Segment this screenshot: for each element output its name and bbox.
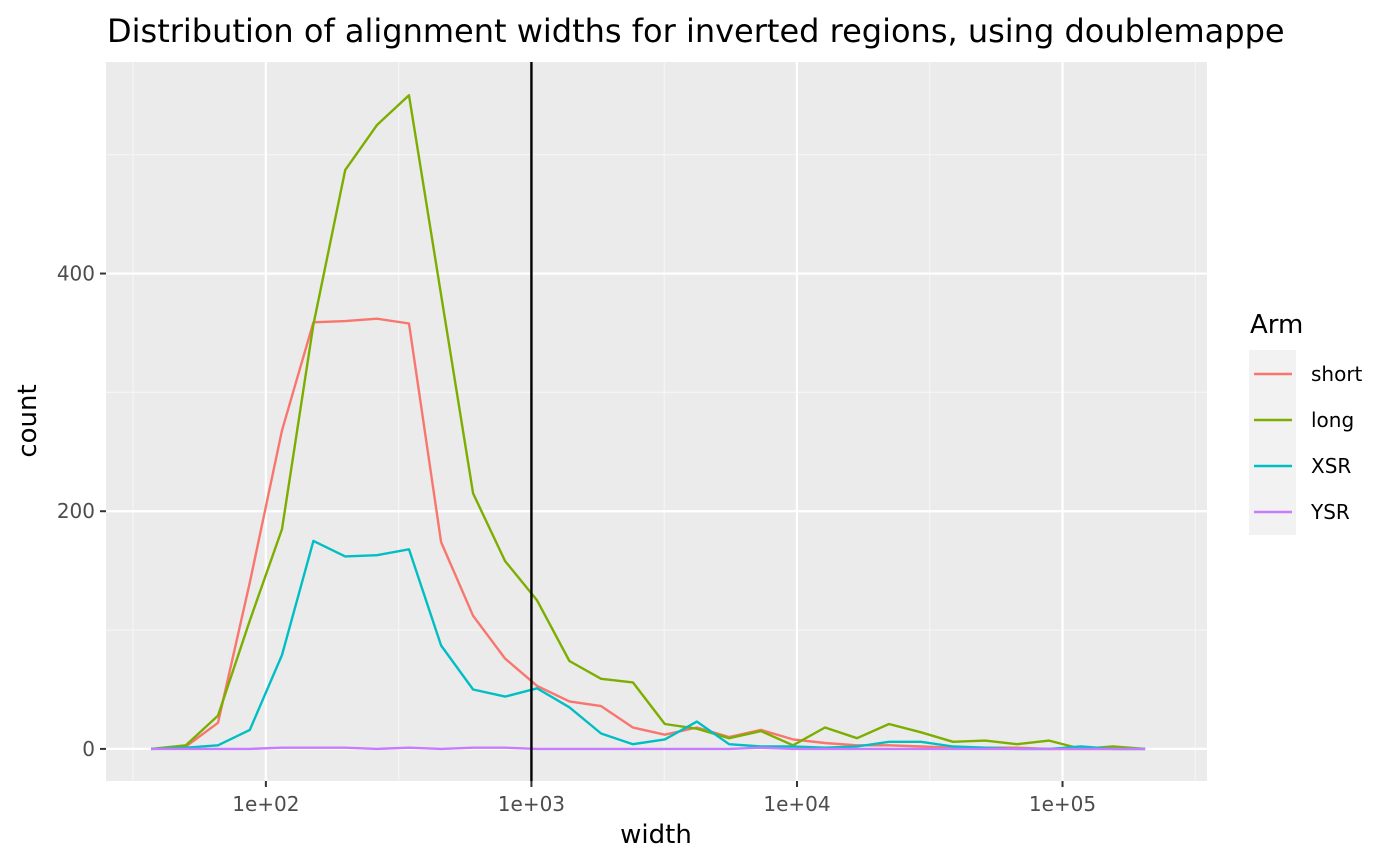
y-tick-label: 200 — [57, 499, 95, 523]
legend-title: Arm — [1250, 310, 1303, 340]
legend-label-xsr: XSR — [1311, 454, 1351, 478]
series-line-long — [151, 94, 1146, 751]
plot-panel — [106, 62, 1207, 781]
legend-label-long: long — [1311, 408, 1354, 432]
y-tick-label: 400 — [57, 262, 95, 286]
x-tick-label: 1e+05 — [1029, 792, 1096, 816]
series-line-xsr — [151, 539, 1146, 751]
x-axis-title: width — [620, 820, 692, 850]
x-tick-label: 1e+03 — [498, 792, 565, 816]
y-tick-label: 0 — [82, 737, 95, 761]
x-tick-label: 1e+02 — [232, 792, 299, 816]
series-lines — [151, 94, 1146, 751]
y-axis-title: count — [13, 384, 43, 457]
legend-label-ysr: YSR — [1310, 500, 1350, 524]
chart-title: Distribution of alignment widths for inv… — [107, 12, 1285, 50]
legend: Arm short long XSR YSR — [1249, 310, 1363, 535]
series-line-ysr — [151, 746, 1146, 751]
legend-key-background — [1249, 350, 1296, 535]
legend-items: short long XSR YSR — [1254, 362, 1363, 524]
legend-label-short: short — [1311, 362, 1363, 386]
axis-ticks — [100, 272, 1064, 787]
x-tick-label: 1e+04 — [763, 792, 830, 816]
minor-gridlines — [106, 62, 1207, 781]
tick-labels: 1e+02 1e+03 1e+04 1e+05 0 200 400 — [57, 262, 1096, 816]
